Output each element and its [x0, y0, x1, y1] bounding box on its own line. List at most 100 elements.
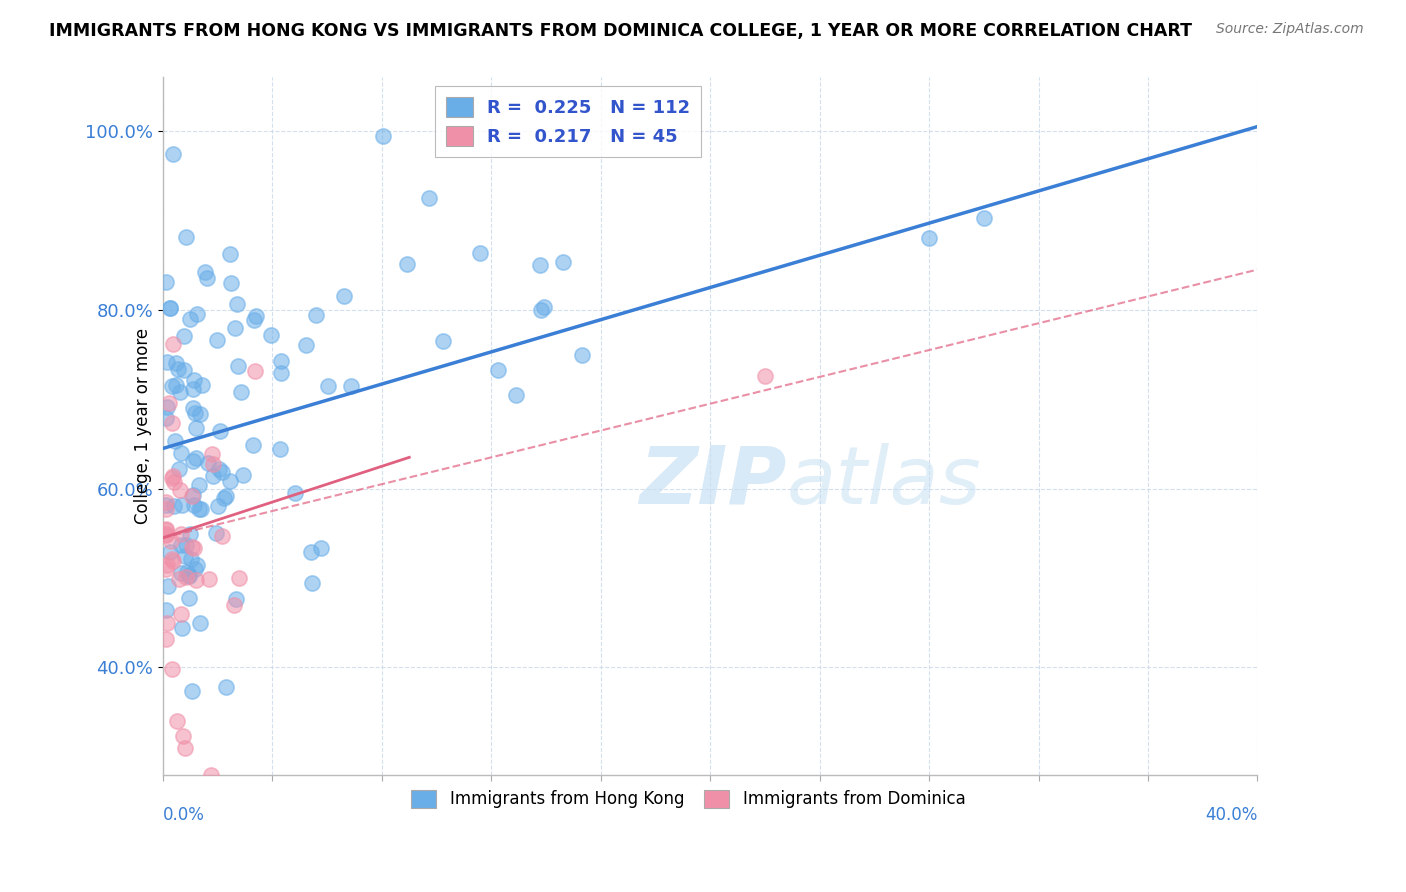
- Point: [214, 489, 236, 503]
- Point: [174, 740, 197, 755]
- Point: [305, 309, 328, 323]
- Point: [162, 554, 184, 568]
- Point: [208, 425, 231, 439]
- Point: [188, 477, 211, 491]
- Point: [179, 569, 201, 583]
- Point: [245, 309, 267, 323]
- Point: [170, 566, 193, 580]
- Point: [167, 572, 190, 586]
- Point: [162, 468, 184, 483]
- Point: [190, 502, 212, 516]
- Point: [181, 684, 204, 698]
- Point: [224, 321, 246, 335]
- Point: [432, 334, 454, 348]
- Point: [173, 363, 195, 377]
- Y-axis label: College, 1 year or more: College, 1 year or more: [134, 328, 152, 524]
- Point: [211, 528, 233, 542]
- Point: [155, 632, 177, 646]
- Point: [159, 301, 181, 316]
- Point: [160, 552, 183, 566]
- Point: [186, 558, 208, 572]
- Point: [165, 356, 187, 370]
- Legend: Immigrants from Hong Kong, Immigrants from Dominica: Immigrants from Hong Kong, Immigrants fr…: [405, 783, 972, 815]
- Point: [270, 354, 292, 368]
- Text: Source: ZipAtlas.com: Source: ZipAtlas.com: [1216, 22, 1364, 37]
- Point: [188, 615, 211, 630]
- Point: [172, 729, 194, 743]
- Point: [156, 579, 179, 593]
- Point: [155, 502, 177, 516]
- Point: [918, 231, 941, 245]
- Point: [179, 311, 201, 326]
- Point: [156, 400, 179, 414]
- Point: [530, 302, 553, 317]
- Point: [371, 128, 394, 143]
- Point: [163, 434, 186, 448]
- Point: [221, 276, 243, 290]
- Point: [180, 489, 202, 503]
- Point: [299, 544, 322, 558]
- Point: [184, 421, 207, 435]
- Point: [155, 527, 177, 541]
- Point: [169, 384, 191, 399]
- Point: [242, 438, 264, 452]
- Point: [218, 247, 240, 261]
- Point: [505, 388, 527, 402]
- Point: [533, 301, 555, 315]
- Point: [170, 446, 193, 460]
- Text: atlas: atlas: [787, 442, 981, 521]
- Point: [184, 406, 207, 420]
- Point: [186, 450, 208, 465]
- Point: [201, 469, 224, 483]
- Point: [259, 328, 281, 343]
- Point: [201, 447, 224, 461]
- Point: [284, 486, 307, 500]
- Point: [218, 475, 240, 489]
- Point: [194, 265, 217, 279]
- Point: [155, 602, 177, 616]
- Point: [184, 573, 207, 587]
- Point: [232, 467, 254, 482]
- Point: [159, 301, 181, 315]
- Point: [170, 527, 193, 541]
- Point: [204, 526, 226, 541]
- Point: [180, 541, 202, 555]
- Point: [167, 362, 190, 376]
- Point: [245, 364, 267, 378]
- Point: [226, 359, 249, 373]
- Point: [183, 561, 205, 575]
- Point: [188, 502, 211, 516]
- Point: [195, 270, 218, 285]
- Point: [242, 313, 264, 327]
- Point: [174, 549, 197, 563]
- Point: [160, 662, 183, 676]
- Point: [166, 714, 188, 728]
- Point: [215, 680, 238, 694]
- Point: [224, 598, 246, 612]
- Point: [309, 541, 332, 555]
- Point: [183, 373, 205, 387]
- Point: [169, 483, 191, 497]
- Point: [571, 348, 593, 362]
- Point: [295, 337, 318, 351]
- Point: [155, 522, 177, 536]
- Point: [211, 465, 233, 479]
- Point: [486, 363, 509, 377]
- Point: [156, 355, 179, 369]
- Point: [200, 767, 222, 781]
- Point: [174, 570, 197, 584]
- Point: [529, 259, 551, 273]
- Point: [155, 498, 177, 512]
- Point: [207, 499, 229, 513]
- Point: [159, 533, 181, 548]
- Point: [225, 591, 247, 606]
- Point: [418, 191, 440, 205]
- Point: [179, 568, 201, 582]
- Point: [183, 498, 205, 512]
- Point: [212, 491, 235, 506]
- Point: [155, 523, 177, 537]
- Point: [270, 366, 292, 380]
- Point: [176, 565, 198, 579]
- Point: [155, 410, 177, 425]
- Text: 0.0%: 0.0%: [163, 806, 205, 824]
